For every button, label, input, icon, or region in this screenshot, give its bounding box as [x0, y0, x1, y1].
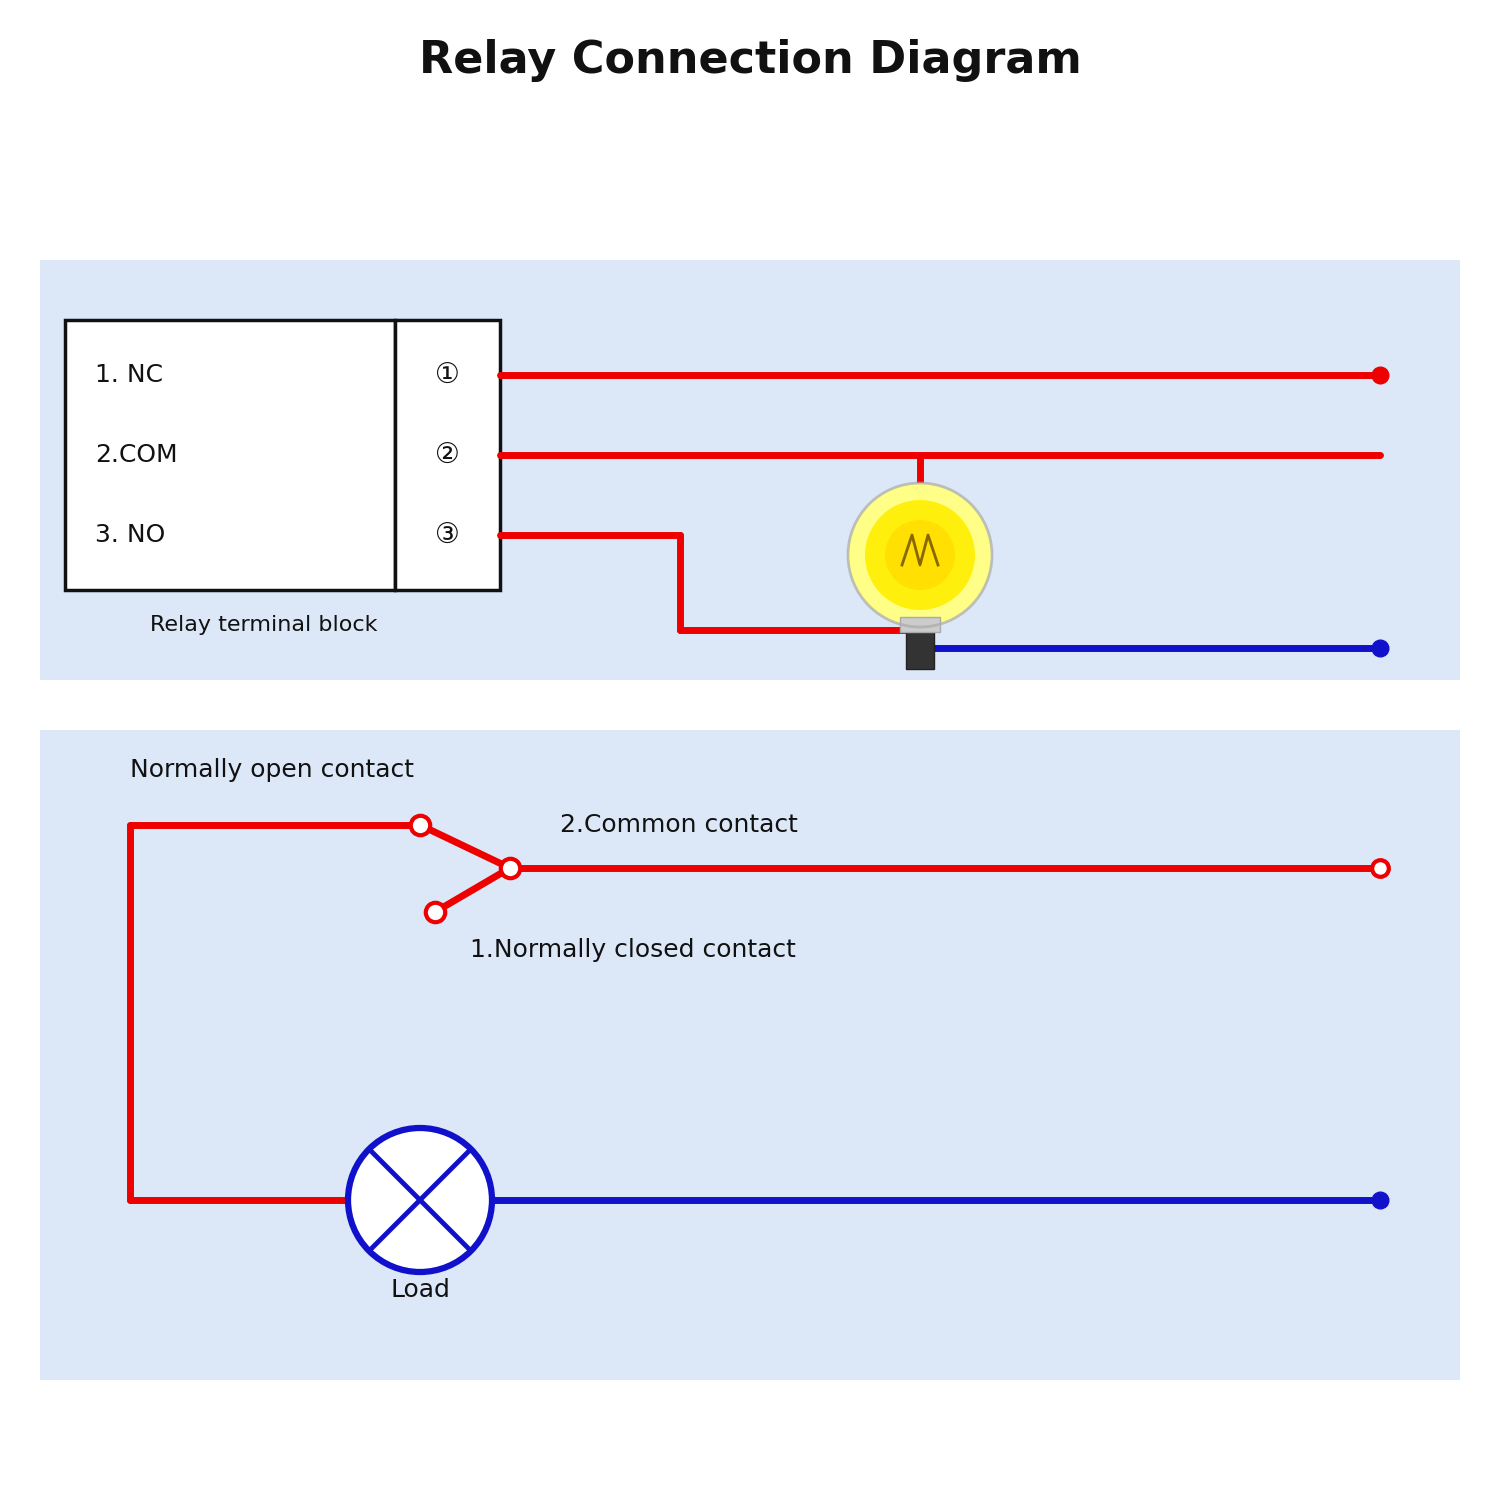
- Circle shape: [865, 500, 975, 610]
- Bar: [40, 260, 1460, 680]
- Text: ①: ①: [435, 362, 460, 388]
- Text: 2.Common contact: 2.Common contact: [560, 813, 798, 837]
- Text: ③: ③: [435, 520, 460, 549]
- Text: 3. NO: 3. NO: [94, 524, 165, 548]
- Bar: [64, 320, 395, 590]
- Circle shape: [348, 1128, 492, 1272]
- Text: 1.Normally closed contact: 1.Normally closed contact: [470, 938, 796, 962]
- Circle shape: [847, 483, 992, 627]
- Text: ②: ②: [435, 441, 460, 470]
- FancyBboxPatch shape: [900, 616, 940, 632]
- Text: 2.COM: 2.COM: [94, 442, 177, 466]
- Text: Relay terminal block: Relay terminal block: [150, 615, 378, 634]
- Bar: [40, 730, 1460, 1380]
- Circle shape: [885, 520, 956, 590]
- Bar: [394, 320, 500, 590]
- Bar: [906, 627, 934, 669]
- Text: 1. NC: 1. NC: [94, 363, 164, 387]
- Text: Load: Load: [390, 1278, 450, 1302]
- Text: Normally open contact: Normally open contact: [130, 758, 414, 782]
- Text: Relay Connection Diagram: Relay Connection Diagram: [419, 39, 1082, 81]
